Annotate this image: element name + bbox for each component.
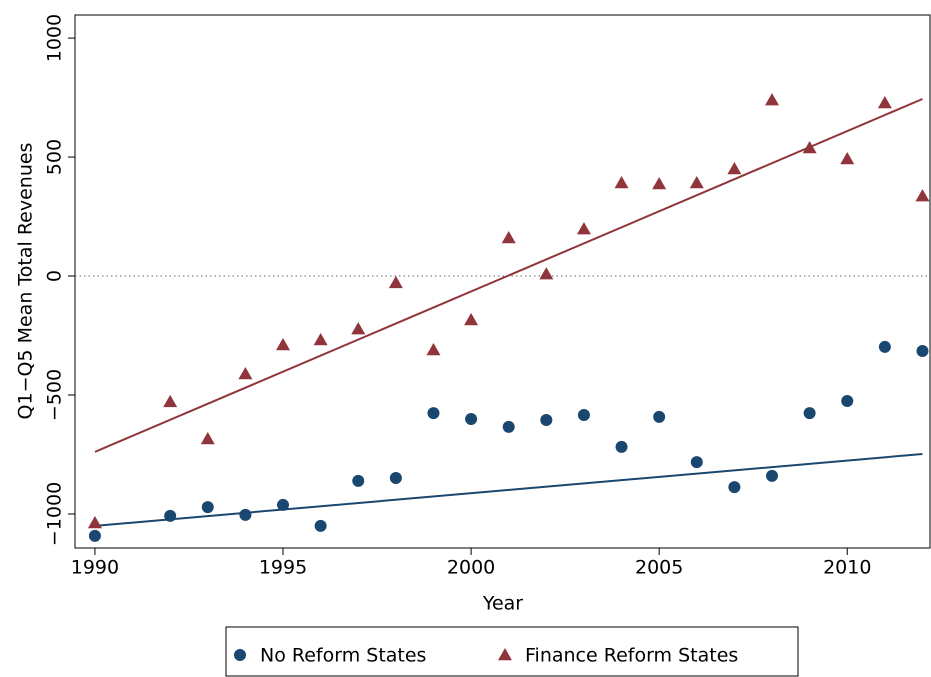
- point: [426, 343, 441, 356]
- point: [501, 230, 516, 244]
- point: [577, 408, 590, 421]
- point: [841, 394, 854, 407]
- point: [916, 344, 929, 357]
- point: [614, 175, 629, 189]
- point: [314, 519, 327, 532]
- y-tick-label: 1000: [44, 14, 66, 62]
- legend-marker: [498, 648, 512, 661]
- point: [351, 322, 366, 335]
- legend-marker: [234, 649, 246, 661]
- point: [689, 175, 704, 189]
- point: [690, 456, 703, 469]
- point: [727, 161, 742, 175]
- point: [615, 440, 628, 453]
- legend-label: No Reform States: [260, 645, 426, 667]
- y-tick-label: −500: [44, 369, 66, 421]
- point: [389, 472, 402, 485]
- y-axis-label: Q1−Q5 Mean Total Revenues: [15, 143, 37, 420]
- point: [464, 313, 479, 326]
- y-tick-label: −1000: [44, 482, 66, 546]
- point: [276, 338, 291, 351]
- x-axis-label: Year: [482, 593, 523, 615]
- x-tick-label: 2000: [447, 557, 495, 579]
- point: [313, 333, 328, 346]
- point: [915, 189, 930, 202]
- point: [200, 432, 215, 445]
- point: [728, 481, 741, 494]
- point: [164, 509, 177, 522]
- x-tick-label: 1990: [71, 557, 119, 579]
- point: [163, 394, 178, 408]
- point: [878, 340, 891, 353]
- point: [652, 176, 667, 190]
- point: [238, 367, 253, 380]
- y-tick-label: 0: [44, 270, 66, 282]
- point: [388, 275, 403, 289]
- point: [352, 474, 365, 487]
- point: [201, 501, 214, 514]
- point: [427, 407, 440, 420]
- point: [765, 93, 780, 106]
- point: [766, 469, 779, 482]
- fit-line: [94, 98, 923, 453]
- fit-line: [94, 453, 923, 527]
- point: [502, 420, 515, 433]
- point: [87, 516, 102, 529]
- point: [239, 508, 252, 521]
- point: [840, 151, 855, 165]
- point: [576, 222, 591, 235]
- x-tick-label: 2010: [823, 557, 871, 579]
- point: [88, 529, 101, 542]
- point: [802, 141, 817, 154]
- point: [540, 413, 553, 426]
- point: [803, 407, 816, 420]
- point: [653, 410, 666, 423]
- point: [465, 413, 478, 426]
- plot-frame: [74, 14, 931, 549]
- point: [877, 96, 892, 109]
- point: [277, 498, 290, 511]
- legend-box: [225, 626, 799, 677]
- point: [539, 267, 554, 280]
- y-tick-label: 500: [44, 139, 66, 175]
- x-tick-label: 2005: [635, 557, 683, 579]
- legend-label: Finance Reform States: [525, 645, 738, 667]
- x-tick-label: 1995: [259, 557, 307, 579]
